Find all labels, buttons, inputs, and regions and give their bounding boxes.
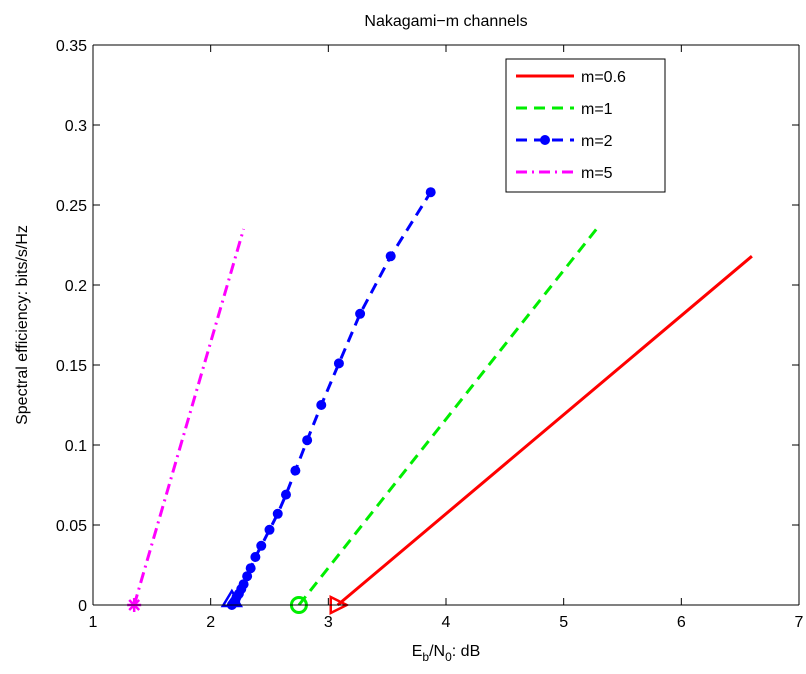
legend-label: m=2 [581, 133, 613, 150]
legend-label: m=1 [581, 101, 613, 118]
y-tick-label: 0.15 [56, 358, 87, 375]
y-axis-label: Spectral efficiency: bits/s/Hz [14, 225, 31, 425]
data-point [425, 187, 436, 198]
x-label-sub-1: b [422, 650, 429, 664]
x-tick-label: 5 [559, 614, 568, 631]
data-point [272, 508, 283, 519]
data-point [290, 465, 301, 476]
x-axis-label: Eb/N0: dB [412, 643, 481, 664]
x-label-sub-2: 0 [445, 650, 452, 664]
series-m=2 [220, 187, 436, 610]
data-point [302, 435, 313, 446]
series-line [297, 224, 601, 606]
data-point [280, 489, 291, 500]
x-ticks: 1 2 3 4 5 6 7 [89, 45, 804, 631]
y-ticks: 0 0.05 0.1 0.15 0.2 0.25 0.3 0.35 [56, 38, 799, 615]
x-tick-label: 4 [442, 614, 451, 631]
data-point [316, 400, 327, 410]
series-line [336, 255, 753, 607]
legend: m=0.6 m=1 m=2 m=5 [505, 58, 666, 193]
chart-title: Nakagami−m channels [364, 13, 527, 30]
legend-item: m=1 [516, 101, 613, 118]
legend-item: m=5 [516, 165, 613, 182]
y-tick-label: 0.1 [65, 438, 87, 455]
y-tick-label: 0.2 [65, 278, 87, 295]
series-line [132, 228, 246, 606]
y-tick-label: 0.35 [56, 38, 87, 55]
legend-label: m=0.6 [581, 69, 626, 86]
x-tick-label: 3 [324, 614, 333, 631]
series-layer [127, 187, 753, 616]
data-point [264, 524, 275, 535]
plot-area [93, 45, 799, 605]
x-tick-label: 2 [206, 614, 215, 631]
y-tick-label: 0.25 [56, 198, 87, 215]
data-point [355, 308, 366, 319]
legend-marker [540, 135, 550, 145]
legend-label: m=5 [581, 165, 613, 182]
x-label-main-2: /N [429, 643, 445, 660]
data-point [256, 540, 267, 551]
data-point [250, 552, 261, 562]
data-point [245, 563, 256, 574]
y-tick-label: 0.05 [56, 518, 87, 535]
data-point [333, 358, 344, 369]
legend-items: m=0.6 m=1 m=2 m=5 [516, 69, 626, 182]
x-label-main-1: E [412, 643, 423, 660]
x-label-tail: : dB [452, 643, 480, 660]
y-tick-label: 0.3 [65, 118, 87, 135]
x-tick-label: 7 [795, 614, 804, 631]
start-marker [220, 588, 244, 608]
data-point [385, 251, 396, 262]
legend-item: m=0.6 [516, 69, 626, 86]
x-tick-label: 6 [677, 614, 686, 631]
legend-box [505, 58, 666, 193]
y-tick-label: 0 [78, 598, 87, 615]
legend-item: m=2 [516, 133, 613, 150]
x-tick-label: 1 [89, 614, 98, 631]
